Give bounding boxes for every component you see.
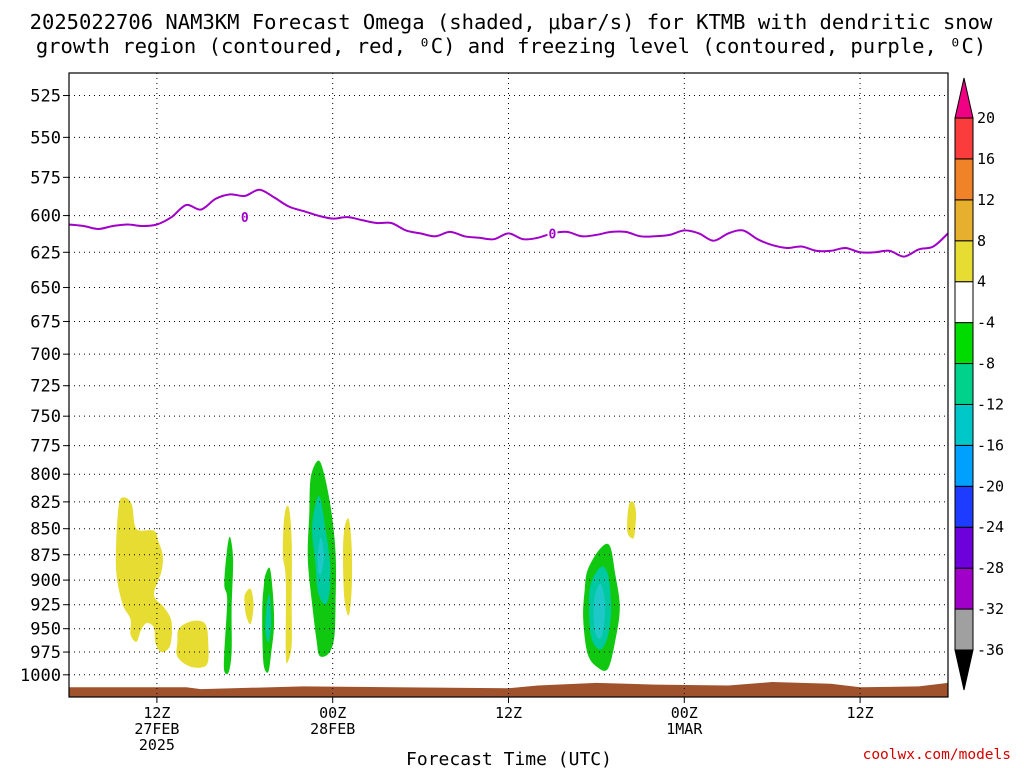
y-tick-label: 550: [30, 128, 61, 148]
colorbar-segment: [954, 444, 974, 487]
x-tick-label: 12Z: [143, 704, 170, 722]
colorbar-label: 16: [977, 150, 995, 168]
y-tick-label: 525: [30, 87, 61, 107]
colorbar: -36 -32 -28 -24 -20 -16 -12 -8 -4 4 8 12 16 20: [954, 77, 1004, 691]
colorbar-segment: [954, 281, 974, 324]
colorbar-segment: [954, 322, 974, 365]
y-tick-label: 575: [30, 168, 61, 188]
y-tick-label: 775: [30, 437, 61, 457]
colorbar-segment: [954, 403, 974, 446]
freezing-level-contour: 00: [69, 188, 948, 258]
colorbar-label: -12: [977, 395, 1004, 413]
x-tick-label: 00Z: [671, 704, 698, 722]
x-tick-label: 28FEB: [310, 720, 355, 738]
omega-region: [265, 594, 272, 643]
omega-region: [343, 518, 353, 616]
colorbar-label: -24: [977, 518, 1004, 536]
terrain-shading: [69, 682, 948, 697]
x-tick-label: 12Z: [495, 704, 522, 722]
colorbar-label: -4: [977, 314, 995, 332]
omega-region: [244, 588, 254, 625]
y-tick-label: 925: [30, 596, 61, 616]
omega-region: [176, 620, 209, 668]
colorbar-segment: [954, 158, 974, 201]
credit-text: coolwx.com/models: [863, 747, 1011, 763]
colorbar-label: -32: [977, 600, 1004, 618]
y-tick-label: 825: [30, 493, 61, 513]
chart-title-line-2: growth region (contoured, red, ⁰C) and f…: [36, 34, 986, 58]
colorbar-label: 8: [977, 232, 986, 250]
freezing-level-label-bg: [547, 226, 558, 241]
y-tick-label: 675: [30, 312, 61, 332]
colorbar-segment: [954, 240, 974, 283]
colorbar-segment: [954, 363, 974, 405]
y-tick-label: 975: [30, 643, 61, 663]
colorbar-label: 12: [977, 191, 995, 209]
y-tick-label: 700: [30, 345, 61, 365]
colorbar-label: -16: [977, 436, 1004, 454]
omega-region: [627, 501, 637, 539]
colorbar-segment: [954, 117, 974, 160]
colorbar-segment: [954, 526, 974, 569]
x-tick-label: 27FEB: [134, 720, 179, 738]
y-tick-label: 800: [30, 465, 61, 485]
colorbar-segment: [954, 485, 974, 528]
omega-region: [223, 536, 234, 675]
omega-region: [317, 537, 324, 575]
x-tick-label: 00Z: [319, 704, 346, 722]
colorbar-label: -20: [977, 477, 1004, 495]
colorbar-segment: [954, 567, 974, 610]
colorbar-label: 20: [977, 109, 995, 127]
grid-lines: [69, 73, 948, 697]
y-tick-label: 650: [30, 279, 61, 299]
y-tick-label: 750: [30, 407, 61, 427]
freezing-level-line: [69, 188, 948, 258]
omega-region: [593, 583, 606, 639]
colorbar-label: 4: [977, 273, 986, 291]
colorbar-segment: [954, 608, 974, 651]
y-tick-label: 950: [30, 620, 61, 640]
colorbar-segment: [954, 77, 974, 119]
colorbar-label: -36: [977, 641, 1004, 659]
omega-region: [115, 497, 172, 653]
freezing-level-label-bg: [239, 210, 250, 225]
y-axis: 525 550 575 600 625 650 675 700 725 750 775 800 825 8…: [20, 87, 69, 686]
x-tick-label: 12Z: [847, 704, 874, 722]
colorbar-label: -28: [977, 559, 1004, 577]
omega-region: [282, 505, 292, 664]
freezing-level-label: 0: [549, 227, 557, 242]
y-tick-label: 725: [30, 377, 61, 397]
y-tick-label: 900: [30, 571, 61, 591]
colorbar-segment: [954, 649, 974, 691]
x-tick-label: 2025: [139, 736, 175, 754]
y-tick-label: 1000: [20, 666, 61, 686]
colorbar-segment: [954, 199, 974, 242]
plot-area: [69, 460, 948, 697]
x-tick-label: 1MAR: [666, 720, 703, 738]
y-tick-label: 625: [30, 243, 61, 263]
y-tick-label: 600: [30, 207, 61, 227]
chart-title-line-1: 2025022706 NAM3KM Forecast Omega (shaded…: [30, 10, 993, 34]
x-axis-title: Forecast Time (UTC): [406, 749, 612, 768]
y-tick-label: 875: [30, 546, 61, 566]
colorbar-label: -8: [977, 355, 995, 373]
freezing-level-label: 0: [241, 211, 249, 226]
y-tick-label: 850: [30, 520, 61, 540]
